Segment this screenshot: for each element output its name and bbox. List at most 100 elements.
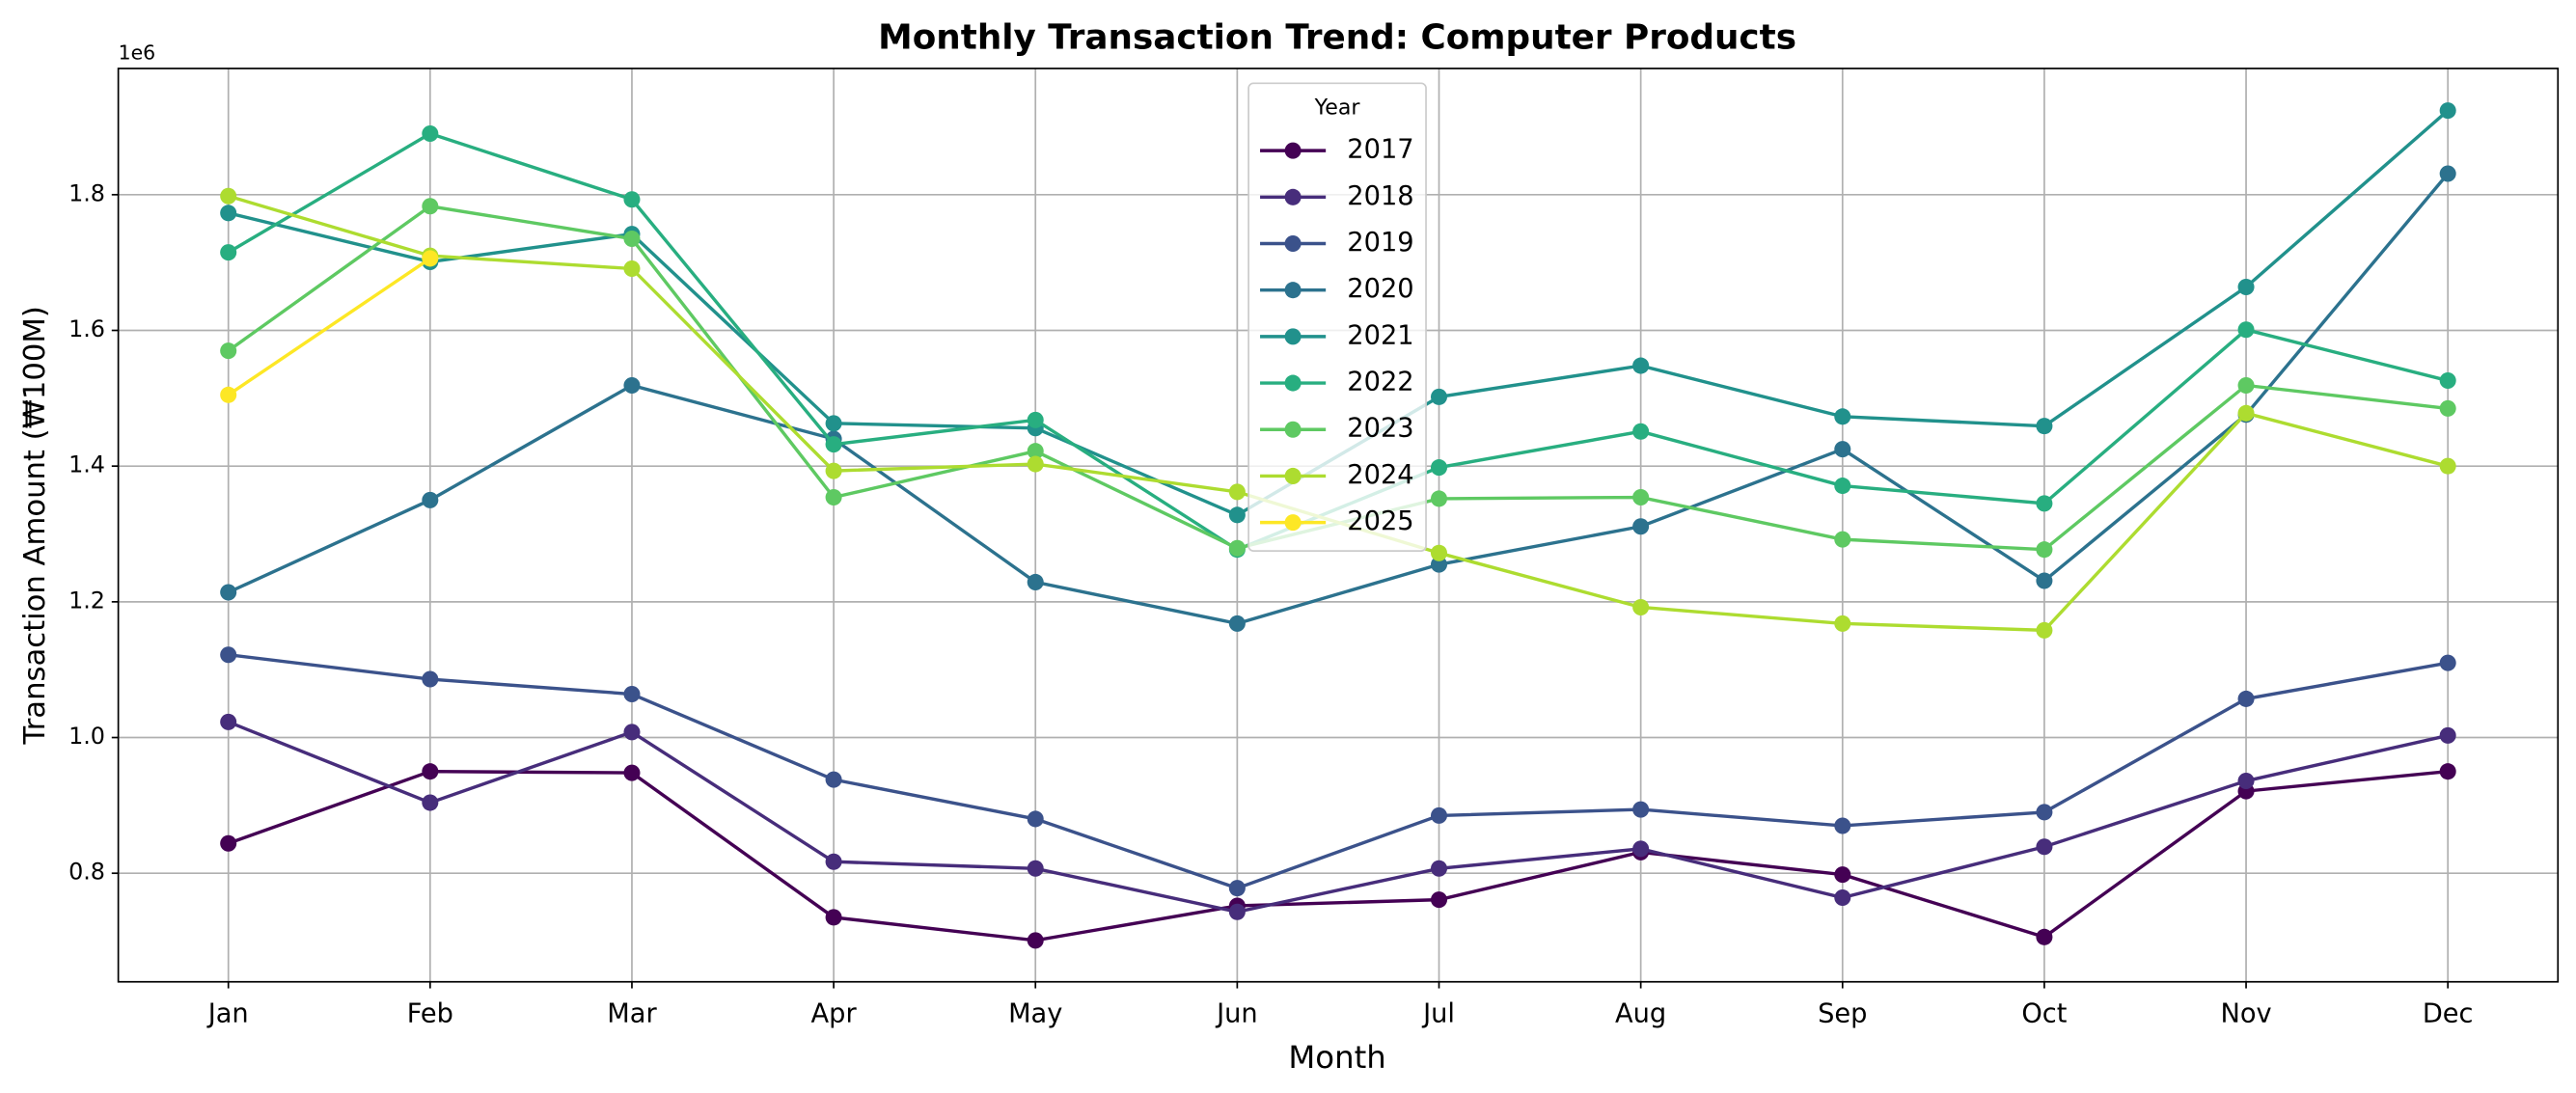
data-point [2439, 457, 2456, 475]
y-tick-label: 1.2 [69, 587, 105, 614]
data-point [1632, 801, 1650, 818]
y-tick-label: 1.8 [69, 179, 105, 206]
data-point [1228, 506, 1246, 524]
series-line [227, 172, 2450, 626]
data-point [1834, 408, 1851, 425]
data-point [1228, 539, 1246, 557]
series-line [227, 257, 431, 396]
legend-label: 2019 [1347, 228, 1413, 258]
data-point [220, 244, 237, 261]
data-point [422, 250, 439, 267]
data-point [1027, 810, 1044, 828]
data-point [220, 713, 237, 730]
data-point [2439, 726, 2456, 744]
data-point [1632, 518, 1650, 535]
data-point [1228, 483, 1246, 501]
x-tick-label: Feb [407, 998, 453, 1028]
data-point [422, 198, 439, 215]
data-point [2036, 928, 2053, 945]
data-point [220, 187, 237, 205]
x-axis-label: Month [1288, 1039, 1385, 1076]
data-point [220, 205, 237, 222]
data-point [1027, 573, 1044, 590]
legend-marker [1284, 188, 1302, 205]
legend-marker [1284, 421, 1302, 438]
data-point [1430, 556, 1448, 573]
data-point [2036, 418, 2053, 435]
data-point [220, 834, 237, 852]
x-tick-label: Oct [2021, 998, 2067, 1028]
data-point [623, 685, 641, 703]
data-point [2439, 102, 2456, 120]
x-tick-label: Dec [2423, 998, 2474, 1028]
data-point [1834, 441, 1851, 458]
data-point [1430, 459, 1448, 477]
data-point [825, 909, 842, 926]
data-point [1834, 478, 1851, 495]
data-point [825, 436, 842, 453]
data-point [623, 260, 641, 277]
y-tick-label: 0.8 [69, 859, 105, 886]
data-point [2237, 321, 2255, 339]
data-point [623, 191, 641, 208]
data-point [1632, 489, 1650, 506]
data-point [1834, 615, 1851, 632]
data-point [2036, 541, 2053, 559]
x-tick-label: Apr [811, 998, 858, 1028]
x-tick-label: Jun [1215, 998, 1258, 1028]
chart-title: Monthly Transaction Trend: Computer Prod… [878, 17, 1796, 57]
x-tick-label: Sep [1818, 998, 1867, 1028]
data-point [1430, 891, 1448, 909]
data-point [1834, 866, 1851, 884]
plot-frame [117, 68, 2560, 983]
legend-marker [1284, 234, 1302, 253]
data-point [220, 386, 237, 403]
legend-marker [1284, 142, 1302, 159]
data-point [825, 489, 842, 506]
legend-label: 2025 [1347, 506, 1413, 536]
legend-label: 2017 [1347, 135, 1413, 165]
x-tick-label: Jan [206, 998, 249, 1028]
data-point [1430, 544, 1448, 561]
data-point [220, 646, 237, 664]
data-point [1027, 932, 1044, 949]
data-point [1632, 357, 1650, 374]
data-point [2036, 495, 2053, 512]
data-point [825, 853, 842, 870]
data-point [623, 724, 641, 741]
y-tick-label: 1.6 [69, 315, 105, 342]
y-axis-label: Transaction Amount (₩100M) [18, 306, 52, 745]
x-tick-label: Aug [1615, 998, 1666, 1028]
series-line [228, 720, 2449, 915]
data-point [1632, 598, 1650, 615]
data-point [1430, 490, 1448, 507]
data-point [1228, 903, 1246, 920]
legend-label: 2018 [1347, 181, 1413, 211]
data-point [1027, 860, 1044, 877]
data-point [422, 670, 439, 688]
y-tick-label: 1.4 [69, 451, 105, 478]
data-point [422, 794, 439, 811]
x-tick-label: May [1008, 998, 1062, 1028]
data-point [2439, 763, 2456, 780]
data-point [1632, 840, 1650, 858]
legend-label: 2021 [1347, 320, 1413, 350]
data-point [2237, 773, 2255, 790]
data-point [825, 462, 842, 479]
data-point [2237, 404, 2255, 422]
data-point [1027, 443, 1044, 460]
data-point [1834, 531, 1851, 548]
series-line [228, 653, 2449, 890]
series-line [228, 769, 2449, 943]
data-point [422, 491, 439, 508]
data-point [825, 415, 842, 432]
data-point [1228, 615, 1246, 632]
data-point [1228, 880, 1246, 897]
legend-marker [1284, 374, 1302, 392]
legend-marker [1284, 514, 1302, 532]
x-tick-label: Nov [2220, 998, 2271, 1028]
data-point [623, 764, 641, 781]
y-offset-label: 1e6 [119, 41, 156, 65]
data-point [1834, 817, 1851, 834]
